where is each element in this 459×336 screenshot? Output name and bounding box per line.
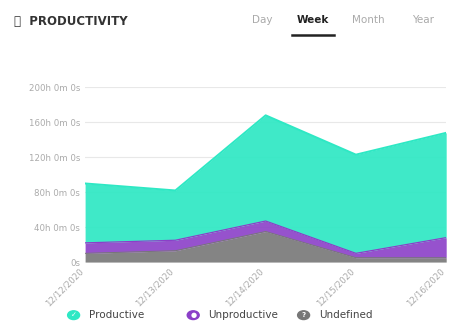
- Text: Unproductive: Unproductive: [208, 310, 278, 320]
- Text: Productive: Productive: [89, 310, 144, 320]
- Text: Day: Day: [252, 15, 272, 25]
- Text: Week: Week: [296, 15, 328, 25]
- Text: Undefined: Undefined: [318, 310, 371, 320]
- Text: Year: Year: [411, 15, 433, 25]
- Text: 💼  PRODUCTIVITY: 💼 PRODUCTIVITY: [14, 15, 127, 28]
- Text: Month: Month: [351, 15, 383, 25]
- Text: ●: ●: [190, 312, 196, 318]
- Text: ?: ?: [301, 312, 305, 318]
- Text: ✓: ✓: [71, 312, 76, 318]
